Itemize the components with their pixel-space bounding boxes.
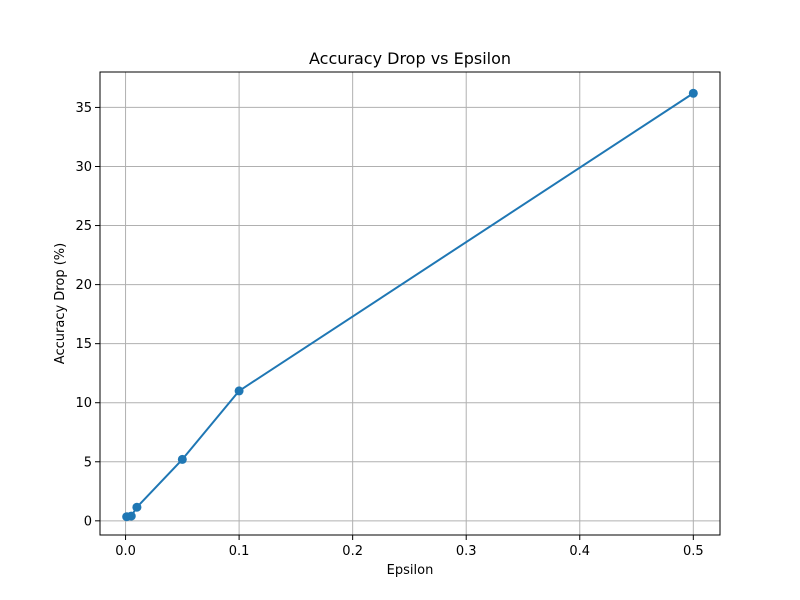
x-tick-label: 0.4	[569, 544, 590, 559]
data-point-marker	[234, 386, 244, 396]
data-point-marker	[688, 88, 698, 98]
x-tick-label: 0.1	[229, 544, 250, 559]
y-tick-label: 25	[75, 219, 92, 234]
y-tick-label: 15	[75, 337, 92, 352]
plot-frame	[99, 71, 721, 536]
x-tick-label: 0.0	[115, 544, 136, 559]
x-tick-label: 0.2	[342, 544, 363, 559]
y-tick-label: 5	[84, 455, 92, 470]
x-axis-ticks: 0.0 0.1 0.2 0.3 0.4 0.5	[115, 535, 704, 559]
x-tick-label: 0.3	[456, 544, 477, 559]
data-point-marker	[177, 454, 187, 464]
y-tick-label: 0	[84, 514, 92, 529]
x-tick-label: 0.5	[683, 544, 704, 559]
y-tick-label: 10	[75, 396, 92, 411]
x-axis-label: Epsilon	[387, 563, 434, 578]
y-tick-label: 20	[75, 278, 92, 293]
data-point-marker	[132, 502, 142, 512]
series-markers	[122, 88, 698, 522]
y-tick-label: 30	[75, 160, 92, 175]
y-axis-ticks: 0 5 10 15 20 25 30 35	[75, 101, 100, 529]
data-point-marker	[126, 511, 136, 521]
grid-lines	[100, 72, 720, 535]
y-axis-label: Accuracy Drop (%)	[53, 243, 68, 364]
chart-title: Accuracy Drop vs Epsilon	[309, 49, 511, 68]
y-tick-label: 35	[75, 101, 92, 116]
